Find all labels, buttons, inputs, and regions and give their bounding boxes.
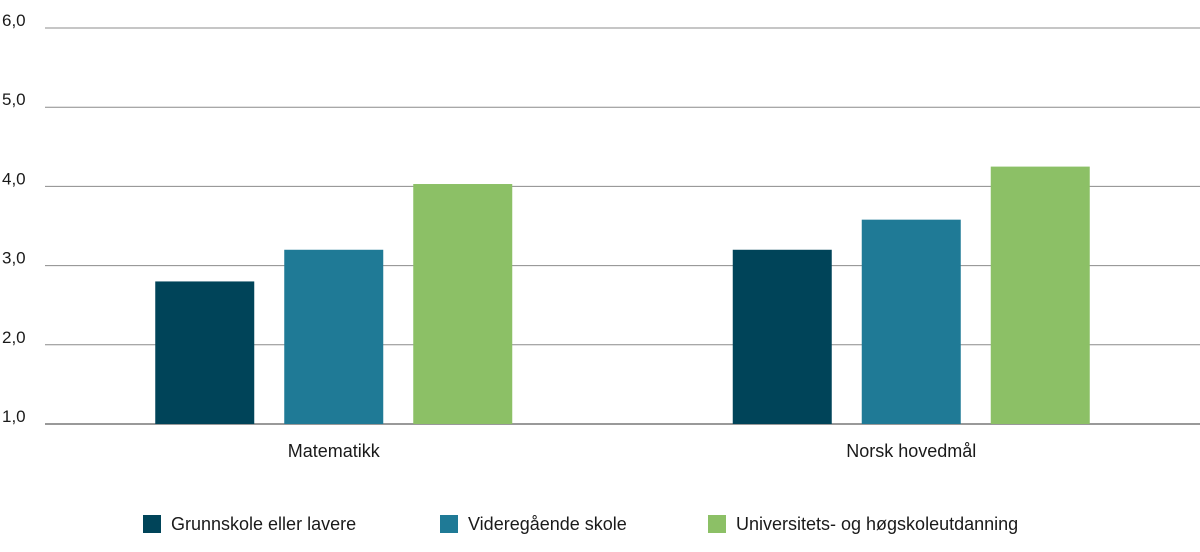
bars	[155, 166, 1090, 424]
y-tick-label: 1,0	[2, 407, 26, 426]
x-category-label: Matematikk	[288, 441, 381, 461]
legend-label: Grunnskole eller lavere	[171, 514, 356, 534]
bar	[861, 219, 961, 424]
y-tick-label: 2,0	[2, 328, 26, 347]
legend-label: Universitets- og høgskoleutdanning	[736, 514, 1018, 534]
category-labels: Matematikk Norsk hovedmål	[288, 441, 977, 461]
legend-swatch	[708, 515, 726, 533]
y-tick-label: 5,0	[2, 90, 26, 109]
bar	[413, 184, 513, 424]
bar	[732, 249, 832, 424]
y-tick-label: 4,0	[2, 169, 26, 188]
legend: Grunnskole eller lavere Videregående skol…	[143, 514, 1018, 534]
bar	[990, 166, 1090, 424]
bar	[284, 249, 384, 424]
bar	[155, 281, 255, 424]
x-category-label: Norsk hovedmål	[846, 441, 976, 461]
legend-swatch	[143, 515, 161, 533]
legend-label: Videregående skole	[468, 514, 627, 534]
y-axis-ticks: 1,0 2,0 3,0 4,0 5,0 6,0	[2, 11, 26, 426]
y-tick-label: 3,0	[2, 249, 26, 268]
y-tick-label: 6,0	[2, 11, 26, 30]
legend-swatch	[440, 515, 458, 533]
